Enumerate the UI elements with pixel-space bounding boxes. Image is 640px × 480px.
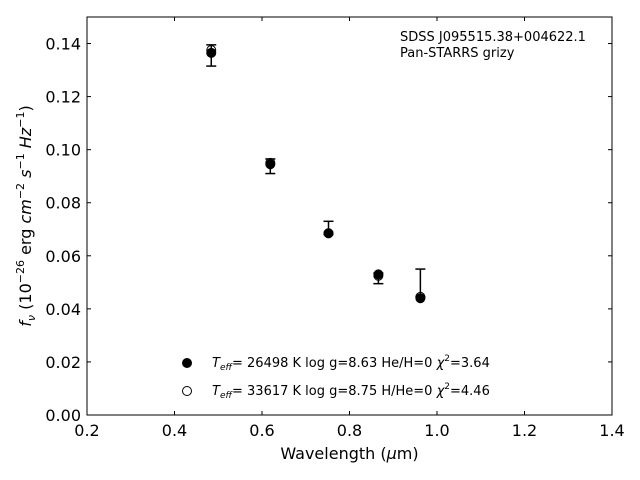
x-tick-label: 0.6: [249, 421, 274, 440]
legend-entry-1: Teff= 26498 K log g=8.63 He/H=0 χ2=3.64: [212, 354, 490, 373]
y-tick-label: 0.12: [45, 88, 81, 107]
legend-marker-filled: [182, 358, 192, 368]
x-tick-label: 0.4: [162, 421, 187, 440]
y-tick-label: 0.06: [45, 247, 81, 266]
x-tick-label: 0.2: [74, 421, 99, 440]
x-tick-label: 0.8: [337, 421, 362, 440]
y-tick-label: 0.04: [45, 300, 81, 319]
data-points: [206, 45, 426, 304]
y-tick-label: 0.10: [45, 141, 81, 160]
model-point-open: [265, 157, 276, 168]
model-point-filled: [206, 47, 217, 58]
legend-entry-2: Teff= 33617 K log g=8.75 H/He=0 χ2=4.46: [212, 382, 490, 401]
y-tick-label: 0.00: [45, 406, 81, 425]
y-tick-label: 0.14: [45, 35, 81, 54]
x-tick-label: 1.0: [424, 421, 449, 440]
legend-marker-open: [182, 386, 192, 396]
model-point-open: [323, 228, 334, 239]
model-point-open: [415, 291, 426, 302]
legend: Teff= 26498 K log g=8.63 He/H=0 χ2=3.64 …: [182, 354, 490, 401]
error-bars: [206, 44, 426, 298]
y-axis-label: fν (10−26 erg cm−2 s−1 Hz−1): [14, 105, 38, 326]
model-point-open: [373, 270, 384, 281]
annotation-object-name: SDSS J095515.38+004622.1: [400, 30, 586, 45]
x-tick-label: 1.2: [512, 421, 537, 440]
y-tick-label: 0.02: [45, 353, 81, 372]
x-axis-label: Wavelength (μm): [280, 444, 418, 463]
y-tick-label: 0.08: [45, 194, 81, 213]
axis-ticks: 0.2 0.4 0.6 0.8 1.0 1.2 1.4 0.00 0.02 0.04 0.06 0.0…: [45, 17, 625, 440]
annotation-survey: Pan-STARRS grizy: [400, 46, 515, 61]
x-tick-label: 1.4: [599, 421, 624, 440]
model-point-open: [206, 45, 217, 56]
